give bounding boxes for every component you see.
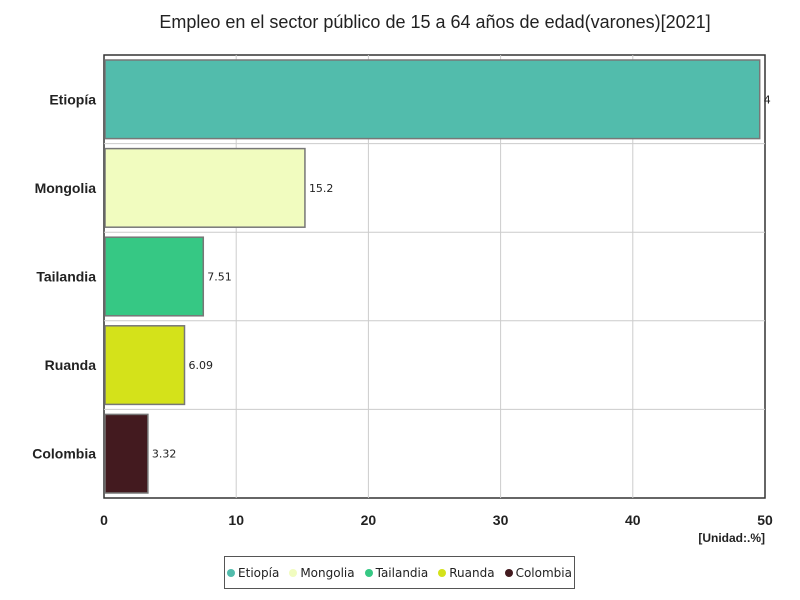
data-label: 4 [764, 93, 771, 106]
x-tick-label: 30 [493, 512, 509, 528]
bar-tailandia [104, 236, 205, 317]
legend-item: Etiopía [227, 566, 279, 580]
bar-colombia [104, 413, 149, 494]
legend-label: Colombia [515, 565, 572, 580]
category-label: Tailandia [36, 269, 96, 285]
category-label: Etiopía [49, 91, 96, 107]
legend-item: Colombia [504, 565, 572, 580]
data-label: 6.09 [189, 359, 214, 372]
unit-label: [Unidad:.%] [698, 531, 765, 545]
legend-label: Mongolia [300, 565, 355, 580]
data-label: 7.51 [207, 271, 232, 284]
category-label: Ruanda [45, 357, 97, 373]
legend: Etiopía Mongolia Tailandia Ruanda Colombia [224, 556, 575, 589]
x-tick-label: 20 [361, 512, 377, 528]
legend-swatch [364, 568, 373, 577]
legend-label: Tailandia [375, 565, 429, 580]
legend-item: Tailandia [364, 565, 429, 580]
bar-mongolia [104, 147, 306, 228]
legend-label: Etiopía [238, 565, 280, 580]
category-label: Colombia [32, 446, 96, 462]
legend-swatch [438, 568, 447, 577]
legend-swatch [504, 568, 513, 577]
bar-etiopía [104, 59, 761, 140]
legend-swatch [227, 568, 236, 577]
x-tick-label: 50 [757, 512, 773, 528]
legend-label: Ruanda [449, 565, 495, 580]
x-tick-label: 10 [228, 512, 244, 528]
x-tick-label: 0 [100, 512, 108, 528]
category-label: Mongolia [35, 180, 97, 196]
legend-item: Ruanda [438, 565, 495, 580]
data-label: 15.2 [309, 182, 334, 195]
x-tick-label: 40 [625, 512, 641, 528]
data-label: 3.32 [152, 448, 177, 461]
legend-swatch [289, 568, 298, 577]
legend-item: Mongolia [289, 565, 355, 580]
bar-ruanda [104, 325, 186, 406]
chart-title: Empleo en el sector público de 15 a 64 a… [159, 12, 711, 32]
